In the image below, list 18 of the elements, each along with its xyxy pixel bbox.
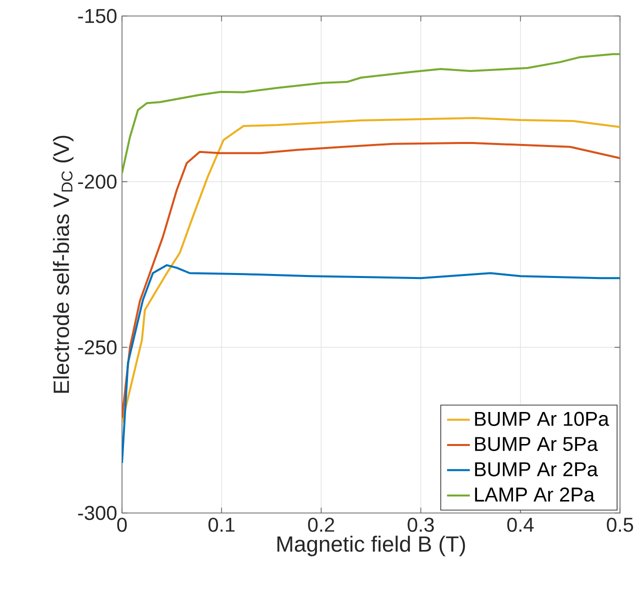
y-tick-label: -200 — [78, 174, 116, 189]
x-tick-label: 0.4 — [507, 518, 534, 532]
legend-label: LAMP Ar 2Pa — [475, 487, 595, 502]
x-tick-label: 0 — [117, 518, 127, 532]
x-tick-label: 0.1 — [208, 518, 235, 532]
line-series — [122, 264, 620, 464]
legend-label: BUMP Ar 2Pa — [475, 462, 598, 476]
legend-label: BUMP Ar 10Pa — [475, 412, 610, 426]
line-series — [122, 53, 620, 174]
y-axis-title: Electrode self-bias V$_{DC}$ (V) — [52, 136, 74, 393]
x-axis-title: Magnetic field B (T) — [277, 536, 465, 556]
x-tick-label: 0.5 — [606, 518, 634, 532]
x-tick-label: 0.3 — [408, 518, 434, 532]
x-tick-label: 0.2 — [308, 518, 334, 532]
y-tick-label: -150 — [78, 8, 116, 24]
legend-label: BUMP Ar 5Pa — [475, 437, 598, 452]
y-tick-label: -300 — [78, 506, 116, 520]
y-tick-label: -250 — [78, 340, 116, 354]
